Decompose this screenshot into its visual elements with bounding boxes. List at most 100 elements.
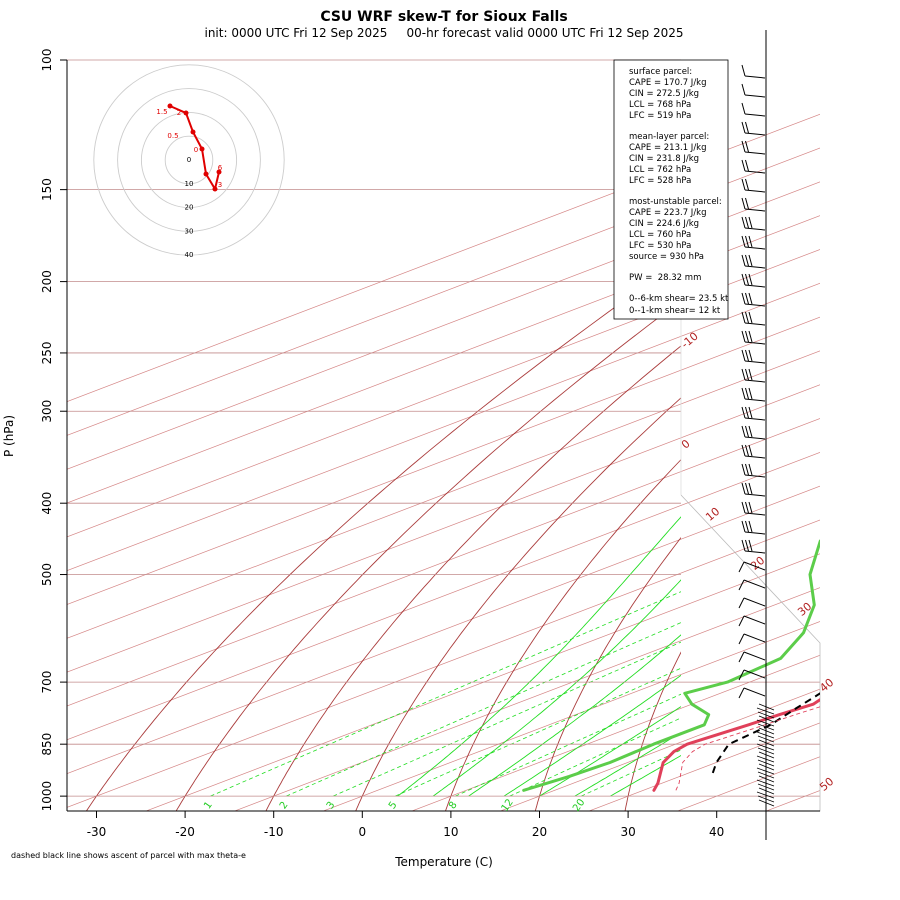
dry-adiabat — [175, 300, 681, 811]
isotherm-line — [67, 451, 820, 741]
wind-barb — [744, 379, 766, 383]
wind-barb-flag — [745, 387, 749, 400]
wind-barb-flag — [738, 651, 745, 663]
moist-adiabat — [397, 516, 681, 797]
parcel-ascent-profile — [711, 692, 820, 774]
wind-barb-flag — [741, 368, 746, 381]
wind-barb-flag — [741, 501, 746, 514]
hodograph-ring — [117, 88, 261, 232]
wind-barb — [744, 94, 766, 98]
dry-adiabat — [444, 459, 681, 811]
hodograph-ring-label: 10 — [185, 180, 194, 188]
stats-mu-lcl: LCL = 760 hPa — [629, 230, 691, 240]
stats-surface-lcl: LCL = 768 hPa — [629, 100, 691, 110]
hodograph-point-label: 6 — [218, 164, 223, 172]
isotherm-line — [67, 418, 820, 707]
wind-barb-flag — [741, 520, 746, 533]
wind-barb-flag — [741, 140, 746, 153]
wind-barb-flag — [741, 235, 746, 248]
mixing-ratio-line — [210, 591, 681, 797]
mixing-ratio-label: 2 — [278, 800, 291, 812]
wind-barb — [758, 787, 775, 795]
wind-barb — [744, 303, 766, 307]
moist-adiabat — [539, 706, 681, 797]
wind-barb — [743, 597, 766, 607]
wind-barb — [757, 711, 775, 719]
hodograph-point — [190, 129, 196, 135]
wind-barb-flag — [741, 311, 746, 324]
stats-mu-cape: CAPE = 223.7 J/kg — [629, 208, 707, 218]
moist-adiabat — [468, 634, 681, 797]
isotherm-line — [67, 485, 820, 774]
pressure-tick-label: 300 — [40, 400, 54, 423]
wind-barb — [744, 151, 766, 155]
y-axis-label: P (hPa) — [2, 415, 16, 457]
wind-barb — [758, 799, 775, 807]
pressure-tick-label: 200 — [40, 270, 54, 293]
wind-barb-flag — [738, 597, 745, 609]
wind-barb — [756, 731, 775, 739]
temperature-axis: -30 -20 -10 0 10 20 30 40 — [87, 811, 724, 839]
wind-barb-flag — [738, 579, 745, 591]
wind-barb-flag — [745, 539, 749, 552]
stats-pw: PW = 28.32 mm — [629, 273, 701, 283]
dry-adiabat — [624, 651, 681, 811]
isotherms — [67, 113, 820, 811]
x-axis-label: Temperature (C) — [394, 855, 493, 869]
isotherm-label: -10 — [679, 330, 701, 352]
wind-barb — [744, 246, 766, 250]
wind-barb — [758, 763, 775, 771]
wind-barb-flag — [745, 463, 749, 476]
wind-barb — [757, 771, 775, 779]
temperature-tick-label: -20 — [175, 825, 195, 839]
wind-barb-flag — [748, 273, 753, 286]
wind-barb — [758, 751, 775, 759]
hodograph-point — [199, 146, 205, 152]
wind-barb — [744, 284, 766, 288]
pressure-tick-label: 100 — [40, 49, 54, 72]
mixing-ratio-label: 8 — [447, 800, 460, 812]
wind-barb-flag — [748, 254, 753, 267]
dry-adiabat — [715, 60, 900, 812]
wind-barb — [756, 707, 775, 715]
stats-shear-06: 0--6-km shear= 23.5 kt — [629, 294, 729, 304]
profiles — [522, 539, 820, 792]
stats-mu-header: most-unstable parcel: — [629, 197, 722, 207]
wind-barb — [744, 360, 766, 364]
wind-barb-flag — [738, 561, 745, 573]
wind-barb-flag — [745, 140, 749, 153]
wind-barb-flag — [748, 216, 753, 229]
wind-barb-flag — [741, 102, 746, 115]
wind-barb-flag — [741, 121, 746, 134]
wind-barb — [743, 633, 766, 643]
wind-barb — [758, 715, 775, 723]
wind-barb — [744, 512, 766, 516]
hodograph-ring-label: 30 — [185, 227, 194, 235]
wind-barb — [757, 723, 775, 731]
wind-barb-flag — [741, 482, 746, 495]
mixing-ratio-label: 5 — [387, 800, 400, 812]
wind-barb-flag — [745, 235, 749, 248]
wind-barb-flag — [741, 178, 746, 191]
hodograph-ring-label: 0 — [187, 156, 191, 164]
mixing-ratio-line — [395, 667, 681, 797]
wind-barb — [744, 265, 766, 269]
wind-barb — [758, 739, 775, 747]
isotherm-line — [765, 790, 820, 811]
stats-surface-lfc: LFC = 519 hPa — [629, 111, 691, 121]
wind-barb-flag — [741, 425, 746, 438]
wind-barb — [744, 398, 766, 402]
wind-barb — [743, 561, 766, 571]
wind-barb — [757, 795, 775, 803]
wind-barb — [744, 208, 766, 212]
wind-barb-flag — [741, 330, 746, 343]
wind-barb — [744, 531, 766, 535]
hodograph-ring — [140, 111, 238, 209]
mixing-ratio-line — [333, 641, 681, 797]
wind-barb — [744, 227, 766, 231]
mixing-ratio-line — [509, 717, 681, 797]
temperature-tick-label: 10 — [443, 825, 458, 839]
wind-barb — [744, 436, 766, 440]
hodograph-point-label: 3 — [218, 181, 222, 189]
